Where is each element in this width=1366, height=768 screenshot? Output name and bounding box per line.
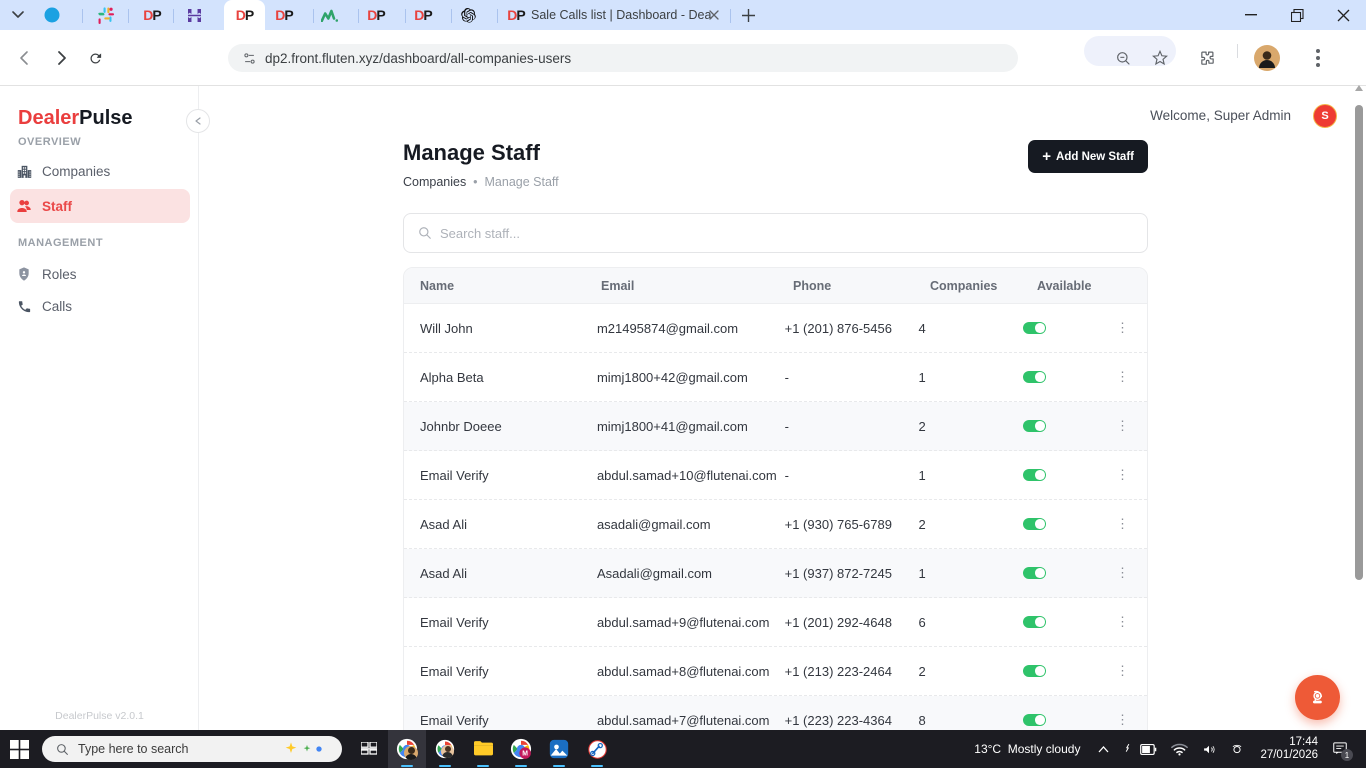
svg-text:M: M [522,750,528,757]
